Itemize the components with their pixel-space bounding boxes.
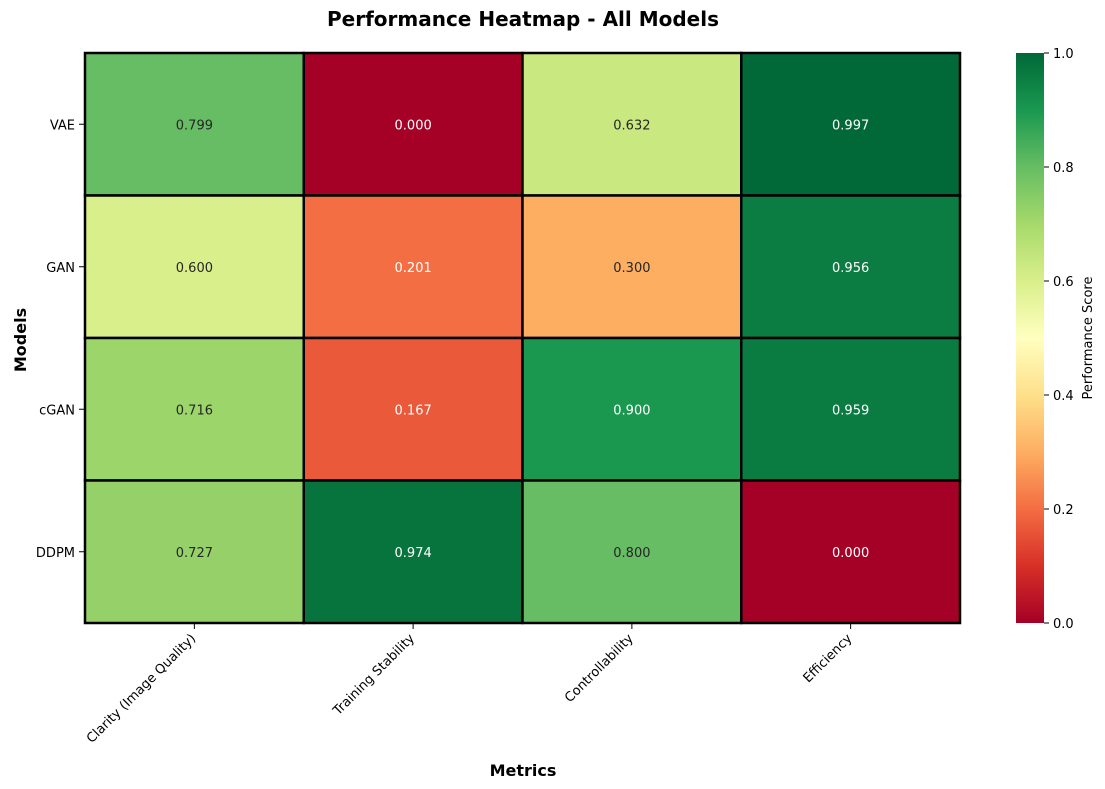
heatmap-cell bbox=[302, 194, 524, 340]
x-tick-label: Efficiency bbox=[801, 631, 856, 686]
colorbar-tick-label: 0.4 bbox=[1053, 389, 1074, 404]
cell-value-label: 0.716 bbox=[176, 403, 213, 418]
heatmap-cell bbox=[302, 51, 524, 197]
heatmap-cell bbox=[302, 479, 524, 625]
cell-value-label: 0.201 bbox=[395, 261, 432, 276]
cell-value-label: 0.974 bbox=[395, 546, 432, 561]
cell-value-label: 0.799 bbox=[176, 118, 213, 133]
cell-value-label: 0.997 bbox=[832, 118, 869, 133]
y-axis: VAE GAN cGAN DDPM bbox=[36, 118, 85, 561]
y-tick-label: GAN bbox=[46, 261, 75, 276]
colorbar-tick-label: 0.8 bbox=[1053, 161, 1074, 176]
colorbar-tick-label: 0.2 bbox=[1053, 503, 1074, 518]
heatmap-cell bbox=[740, 51, 962, 197]
cell-value-label: 0.632 bbox=[613, 118, 650, 133]
cell-value-label: 0.900 bbox=[613, 403, 650, 418]
cell-value-label: 0.727 bbox=[176, 546, 213, 561]
x-tick-label: Training Stability bbox=[330, 631, 418, 719]
cell-value-label: 0.956 bbox=[832, 261, 869, 276]
heatmap-cell bbox=[740, 336, 962, 482]
cell-value-label: 0.000 bbox=[395, 118, 432, 133]
colorbar bbox=[1016, 53, 1044, 623]
heatmap-cell-labels: 0.799 0.000 0.632 0.997 0.600 0.201 0.300 0.956… bbox=[176, 118, 869, 561]
colorbar-tick-label: 0.6 bbox=[1053, 275, 1074, 290]
y-tick-label: VAE bbox=[50, 118, 75, 133]
y-tick-label: cGAN bbox=[39, 403, 75, 418]
colorbar-label: Performance Score bbox=[1081, 277, 1096, 400]
colorbar-ticks: 0.0 0.2 0.4 0.6 0.8 1.0 bbox=[1044, 47, 1074, 632]
heatmap-cell bbox=[302, 336, 524, 482]
colorbar-tick-label: 1.0 bbox=[1053, 47, 1074, 62]
heatmap-cell bbox=[740, 194, 962, 340]
cell-value-label: 0.000 bbox=[832, 546, 869, 561]
cell-value-label: 0.959 bbox=[832, 403, 869, 418]
heatmap-cells bbox=[83, 51, 962, 625]
heatmap-cell bbox=[83, 51, 305, 197]
cell-value-label: 0.167 bbox=[395, 403, 432, 418]
chart-title: Performance Heatmap - All Models bbox=[327, 7, 719, 31]
y-axis-label: Models bbox=[11, 308, 30, 372]
x-tick-label: Clarity (Image Quality) bbox=[84, 631, 199, 746]
cell-value-label: 0.800 bbox=[613, 546, 650, 561]
heatmap-cell bbox=[740, 479, 962, 625]
x-axis-label: Metrics bbox=[490, 761, 557, 780]
x-axis: Clarity (Image Quality) Training Stabilit… bbox=[84, 623, 856, 746]
cell-value-label: 0.300 bbox=[613, 261, 650, 276]
colorbar-tick-label: 0.0 bbox=[1053, 617, 1074, 632]
cell-value-label: 0.600 bbox=[176, 261, 213, 276]
y-tick-label: DDPM bbox=[36, 546, 75, 561]
x-tick-label: Controllability bbox=[562, 631, 637, 706]
heatmap-cell bbox=[521, 51, 743, 197]
